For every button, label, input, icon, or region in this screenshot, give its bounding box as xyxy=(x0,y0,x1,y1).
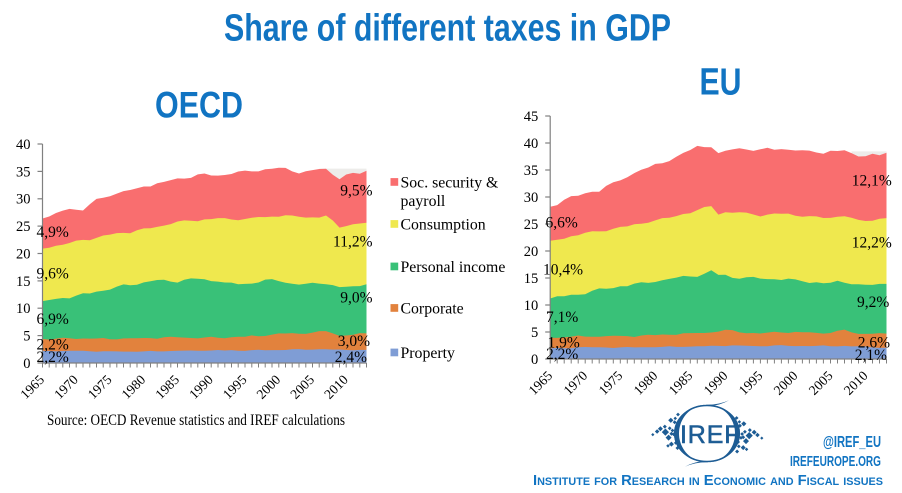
svg-text:35: 35 xyxy=(524,163,539,179)
svg-text:2,2%: 2,2% xyxy=(37,337,69,354)
svg-text:12,1%: 12,1% xyxy=(852,173,892,190)
svg-text:5: 5 xyxy=(23,329,30,345)
svg-text:30: 30 xyxy=(524,190,539,206)
svg-text:IREFEUROPE.ORG: IREFEUROPE.ORG xyxy=(790,454,881,470)
svg-text:10,4%: 10,4% xyxy=(543,262,583,279)
svg-text:10: 10 xyxy=(524,298,539,314)
svg-text:9,0%: 9,0% xyxy=(340,289,372,306)
svg-text:6,9%: 6,9% xyxy=(37,311,69,328)
svg-text:3,0%: 3,0% xyxy=(338,333,370,350)
svg-text:Institute for Research in Econ: Institute for Research in Economic and F… xyxy=(533,472,883,489)
svg-text:1,9%: 1,9% xyxy=(548,334,580,351)
svg-text:2,1%: 2,1% xyxy=(855,347,887,364)
svg-text:2,2%: 2,2% xyxy=(546,346,578,363)
svg-text:5: 5 xyxy=(531,325,538,341)
svg-text:payroll: payroll xyxy=(401,193,446,210)
svg-text:7,1%: 7,1% xyxy=(546,309,578,326)
svg-text:2,4%: 2,4% xyxy=(335,349,367,366)
svg-text:Soc. security &: Soc. security & xyxy=(401,175,499,192)
svg-text:0: 0 xyxy=(531,352,538,368)
svg-text:2,6%: 2,6% xyxy=(858,335,890,352)
svg-text:9,5%: 9,5% xyxy=(340,183,372,200)
svg-text:20: 20 xyxy=(524,244,539,260)
svg-text:Personal income: Personal income xyxy=(401,259,506,276)
svg-text:40: 40 xyxy=(524,136,539,152)
svg-text:25: 25 xyxy=(16,219,31,235)
svg-text:4,9%: 4,9% xyxy=(37,224,69,241)
svg-text:Property: Property xyxy=(401,345,456,362)
svg-text:OECD: OECD xyxy=(155,84,243,126)
svg-text:12,2%: 12,2% xyxy=(852,235,892,252)
svg-text:45: 45 xyxy=(524,109,539,125)
svg-text:35: 35 xyxy=(16,164,31,180)
svg-text:Share of different taxes in GD: Share of different taxes in GDP xyxy=(224,6,671,48)
svg-text:Consumption: Consumption xyxy=(401,217,486,234)
svg-text:2,2%: 2,2% xyxy=(37,349,69,366)
svg-text:Corporate: Corporate xyxy=(401,301,464,318)
svg-text:Source: OECD Revenue statistic: Source: OECD Revenue statistics and IREF… xyxy=(47,412,345,429)
svg-text:15: 15 xyxy=(16,274,31,290)
svg-text:9,6%: 9,6% xyxy=(37,266,69,283)
svg-text:9,2%: 9,2% xyxy=(857,294,889,311)
svg-text:@IREF_EU: @IREF_EU xyxy=(823,434,881,451)
svg-text:40: 40 xyxy=(16,137,31,153)
svg-text:25: 25 xyxy=(524,217,539,233)
svg-text:20: 20 xyxy=(16,246,31,262)
svg-text:11,2%: 11,2% xyxy=(333,234,373,251)
svg-text:10: 10 xyxy=(16,301,31,317)
svg-text:30: 30 xyxy=(16,192,31,208)
svg-text:6,6%: 6,6% xyxy=(546,215,578,232)
svg-text:IREF: IREF xyxy=(680,421,740,449)
svg-text:EU: EU xyxy=(700,60,742,103)
svg-text:0: 0 xyxy=(23,356,30,372)
svg-text:15: 15 xyxy=(524,271,539,287)
